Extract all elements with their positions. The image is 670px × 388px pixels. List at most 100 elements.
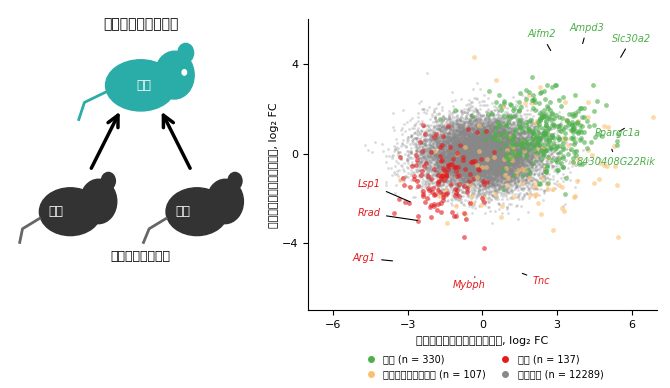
Point: [432, 166, 443, 172]
Point: [526, 160, 537, 166]
Point: [468, 191, 479, 197]
Point: [470, 141, 481, 147]
Point: [498, 151, 509, 158]
Point: [466, 153, 476, 159]
Point: [491, 148, 502, 154]
Point: [524, 174, 535, 180]
Point: [515, 138, 525, 144]
Point: [440, 139, 450, 145]
Point: [475, 144, 486, 150]
Point: [492, 149, 502, 155]
Point: [437, 168, 448, 175]
Point: [505, 172, 515, 178]
Point: [439, 187, 450, 193]
Point: [517, 129, 528, 135]
Point: [458, 164, 468, 170]
Point: [523, 143, 534, 149]
Point: [450, 156, 460, 162]
Point: [472, 173, 482, 180]
Point: [539, 135, 549, 142]
Point: [444, 173, 455, 179]
Point: [528, 137, 539, 144]
Point: [494, 165, 505, 171]
Point: [466, 171, 476, 177]
Point: [464, 130, 475, 136]
Point: [424, 166, 435, 172]
Point: [462, 155, 472, 161]
Point: [458, 164, 469, 170]
Point: [471, 159, 482, 165]
Point: [475, 159, 486, 165]
Point: [440, 142, 450, 148]
Point: [484, 123, 494, 130]
Point: [428, 148, 439, 154]
Point: [504, 172, 515, 178]
Point: [505, 153, 515, 159]
Point: [479, 145, 490, 151]
Point: [494, 127, 505, 133]
Point: [547, 84, 557, 90]
Point: [486, 152, 496, 159]
Point: [464, 121, 475, 127]
Point: [489, 141, 500, 147]
Point: [490, 152, 501, 159]
Point: [476, 147, 487, 153]
Point: [463, 170, 474, 176]
Point: [462, 131, 472, 137]
Point: [544, 141, 555, 147]
Point: [496, 152, 507, 159]
Point: [500, 188, 511, 194]
Point: [546, 116, 557, 123]
Point: [452, 162, 463, 168]
Point: [469, 156, 480, 162]
Point: [511, 134, 521, 140]
Point: [430, 134, 441, 140]
Point: [549, 125, 559, 132]
Point: [515, 161, 526, 168]
Point: [444, 142, 454, 148]
Point: [469, 141, 480, 147]
Point: [501, 169, 512, 175]
Point: [480, 136, 491, 142]
Point: [468, 159, 478, 166]
Point: [494, 173, 505, 179]
Point: [478, 123, 489, 129]
Point: [419, 106, 429, 113]
Point: [488, 134, 498, 140]
Point: [466, 125, 476, 131]
Point: [521, 159, 532, 166]
Point: [448, 167, 459, 173]
Point: [411, 135, 421, 141]
Point: [438, 151, 448, 158]
Point: [459, 139, 470, 146]
Point: [476, 187, 487, 193]
Point: [499, 172, 510, 178]
Point: [496, 196, 507, 202]
Point: [515, 142, 526, 149]
Point: [480, 156, 490, 162]
Point: [458, 163, 468, 169]
Point: [524, 148, 535, 154]
Point: [480, 181, 490, 187]
Point: [537, 144, 548, 150]
Point: [509, 155, 520, 161]
Point: [468, 152, 478, 158]
Point: [462, 174, 473, 180]
Point: [495, 137, 506, 143]
Point: [414, 139, 425, 145]
Point: [403, 134, 413, 140]
Point: [505, 117, 515, 123]
Point: [517, 182, 528, 189]
Point: [435, 128, 446, 134]
Point: [429, 160, 440, 166]
Point: [461, 147, 472, 153]
Point: [498, 168, 509, 174]
Point: [450, 147, 460, 153]
Point: [446, 146, 456, 152]
Point: [450, 171, 461, 177]
Point: [469, 164, 480, 170]
Point: [464, 125, 474, 131]
Point: [483, 126, 494, 132]
Point: [416, 158, 427, 165]
Point: [459, 152, 470, 158]
